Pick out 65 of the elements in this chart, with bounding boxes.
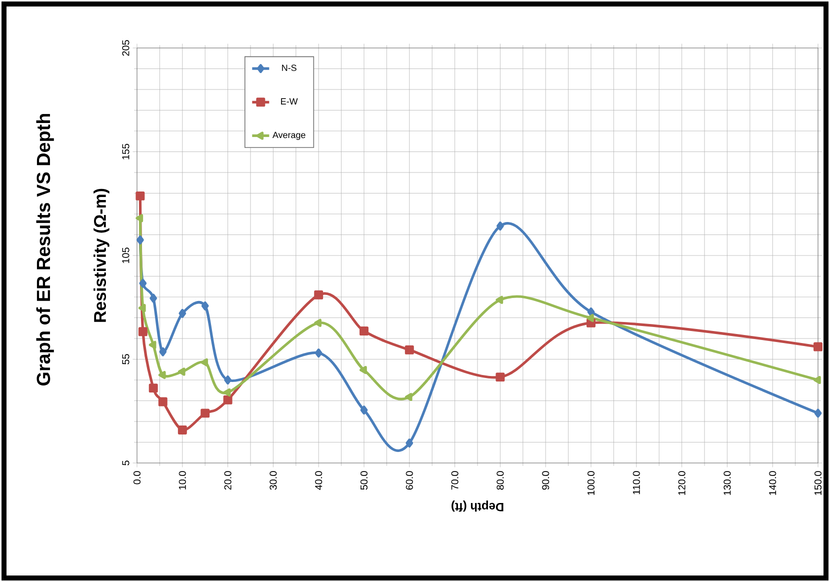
y-tick-label: 55 (122, 354, 130, 364)
x-tick-label: 90.0 (542, 471, 550, 490)
point (496, 222, 504, 231)
point (200, 408, 210, 418)
x-tick-label: 80.0 (496, 471, 504, 490)
point (496, 372, 505, 382)
point (406, 438, 414, 448)
point (136, 235, 144, 244)
point (158, 370, 166, 380)
x-tick-label: 20.0 (224, 471, 232, 490)
point (224, 376, 232, 384)
point (200, 358, 208, 366)
point (178, 426, 187, 434)
x-tick-label: 100.0 (587, 471, 595, 495)
point (159, 347, 167, 356)
text: Graph of ER Results VS Depth (36, 114, 54, 386)
point (314, 290, 324, 300)
x-tick-label: 120.0 (678, 471, 686, 495)
point (201, 301, 209, 310)
x-tick-label: 0.0 (133, 471, 141, 484)
legend-label: E-W (281, 98, 298, 104)
point (148, 384, 158, 393)
point (150, 294, 158, 303)
x-tick-label: 60.0 (406, 471, 413, 490)
y-tick-label: 155 (122, 144, 130, 160)
x-tick-label: 30.0 (270, 471, 277, 490)
x-tick-label: 50.0 (360, 471, 368, 490)
point (404, 345, 414, 354)
x-tick-label: 10.0 (178, 471, 186, 490)
point (314, 318, 322, 327)
point (223, 395, 232, 404)
point (360, 326, 368, 336)
x-tick-label: 130.0 (724, 471, 731, 495)
x-tick-label: 140.0 (769, 471, 776, 495)
point (138, 327, 148, 336)
x-axis-title: Depth (ft) (452, 500, 504, 512)
y-tick-label: 5 (122, 460, 130, 466)
point (587, 307, 595, 316)
point (496, 296, 504, 304)
point (404, 392, 412, 402)
y-tick-label: 105 (122, 248, 130, 264)
point (138, 304, 146, 312)
point (814, 342, 822, 352)
legend-label: Average (272, 132, 306, 140)
x-tick-label: 150.0 (814, 471, 822, 495)
x-tick-label: 40.0 (315, 471, 322, 490)
point (136, 214, 144, 222)
point (814, 376, 821, 384)
y-tick-label: 205 (122, 40, 130, 56)
point (223, 388, 231, 396)
point (814, 408, 822, 418)
point (148, 340, 156, 349)
point (139, 278, 147, 288)
point (178, 308, 186, 318)
y-axis-title: Resistivity (Ω-m) (94, 188, 110, 322)
point (586, 314, 594, 322)
x-tick-label: 70.0 (451, 471, 458, 490)
point (136, 191, 145, 200)
x-tick-label: 110.0 (632, 471, 640, 494)
point (158, 397, 168, 406)
point (314, 348, 322, 358)
point (178, 368, 186, 376)
point (360, 406, 368, 415)
legend-label: N-S (282, 64, 296, 72)
point (360, 366, 367, 374)
